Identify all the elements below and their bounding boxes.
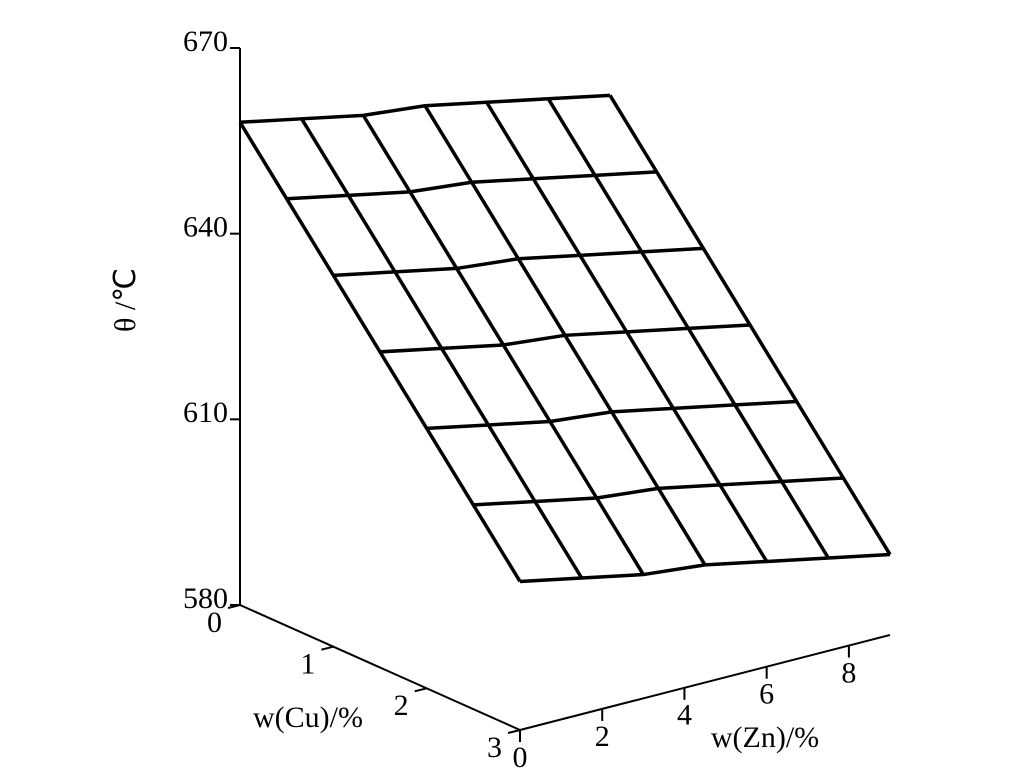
z-tick-label: 610 [183, 396, 228, 429]
x-tick [507, 729, 521, 734]
z-tick-label: 640 [183, 211, 228, 244]
x-tick [414, 687, 427, 693]
x-tick-label: 2 [394, 689, 409, 722]
x-tick [227, 604, 241, 609]
surface-column [546, 97, 830, 559]
y-tick-label: 4 [677, 699, 692, 732]
y-tick-label: 0 [513, 741, 528, 774]
surface-column [423, 104, 707, 566]
x-tick-label: 3 [487, 731, 502, 764]
x-tick-label: 0 [207, 606, 222, 639]
z-tick-label: 580 [183, 582, 228, 615]
x-axis-label: w(Cu)/% [253, 701, 363, 734]
y-axis [519, 634, 891, 731]
x-tick [321, 645, 334, 651]
y-tick-label: 8 [841, 656, 856, 689]
surface-column [238, 121, 522, 583]
y-tick-label: 2 [595, 720, 610, 753]
surface-column [485, 101, 769, 563]
surface-column [361, 114, 645, 576]
y-axis-label: w(Zn)/% [711, 721, 819, 754]
z-axis-label: θ /℃ [109, 268, 142, 332]
x-tick-label: 1 [300, 648, 315, 681]
surface-column [608, 94, 892, 556]
surface-column [300, 117, 584, 579]
x-axis [239, 604, 521, 731]
y-tick-label: 6 [759, 678, 774, 711]
z-tick-label: 670 [183, 25, 228, 58]
